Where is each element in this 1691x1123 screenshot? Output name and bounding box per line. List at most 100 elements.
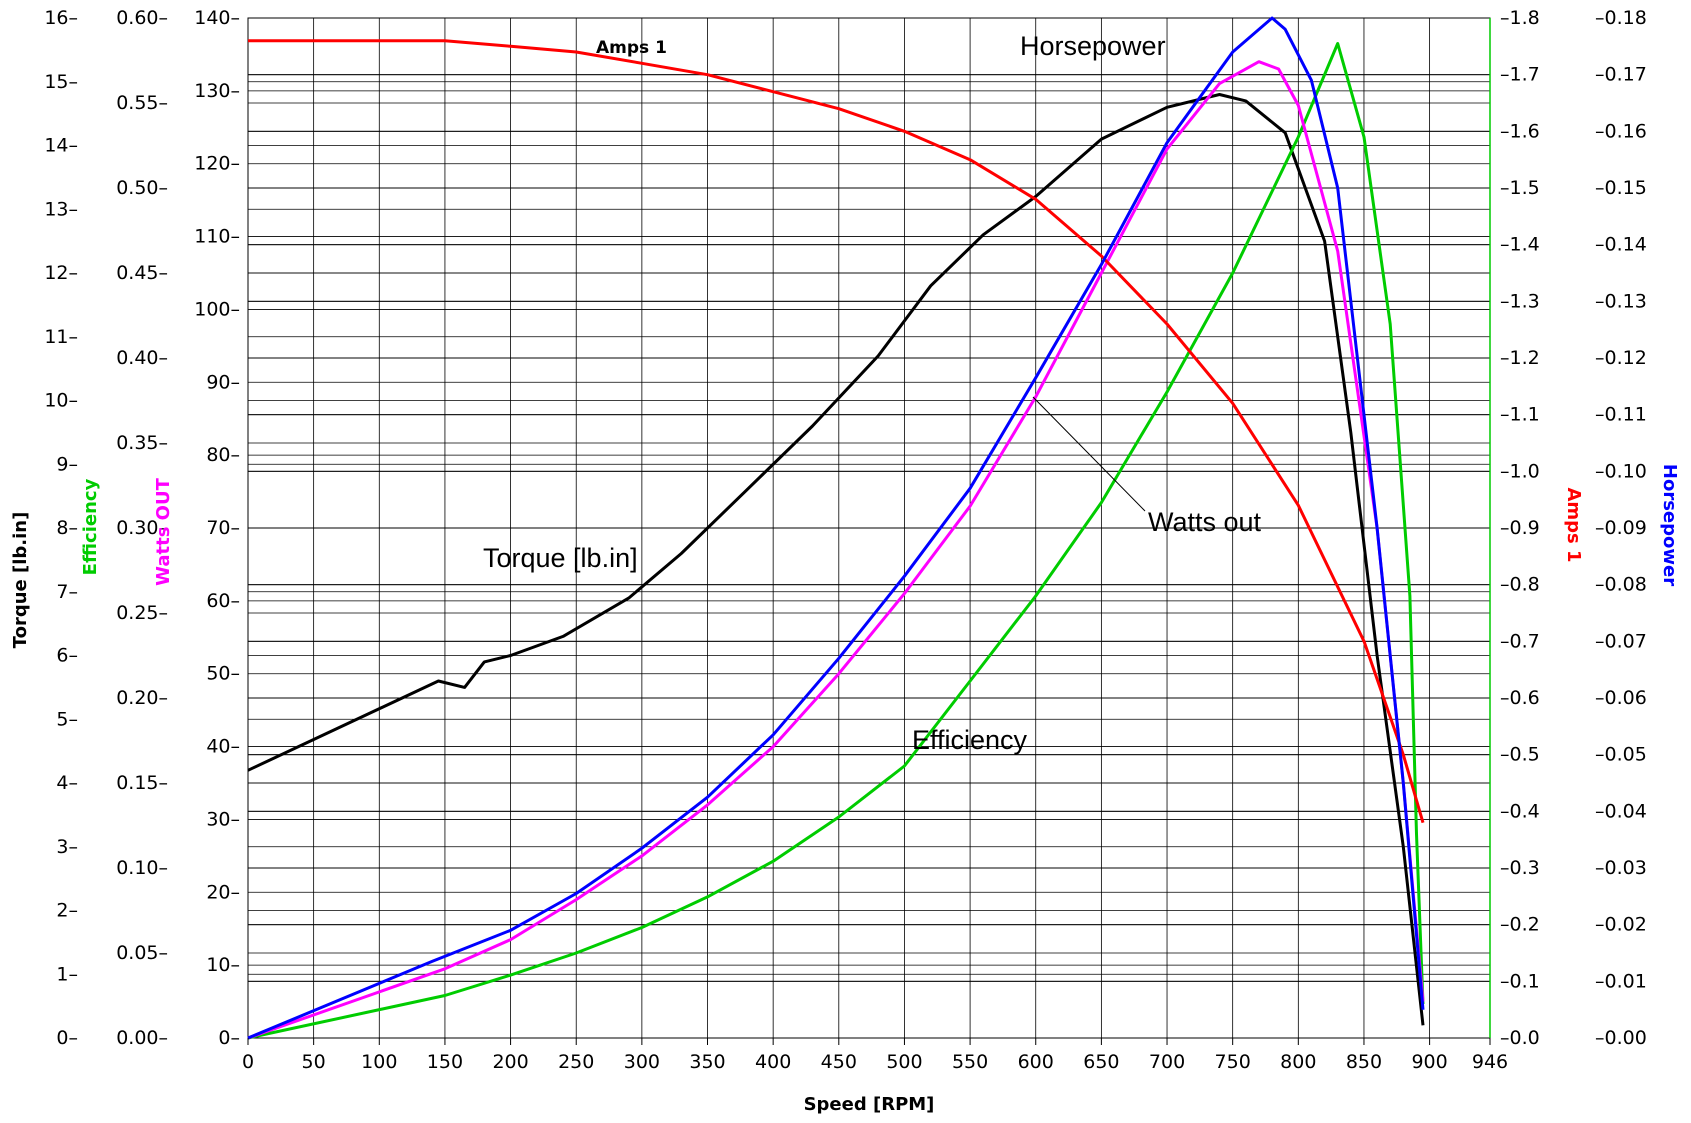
y-tick-label-hp: –0.08: [1595, 574, 1647, 596]
x-axis-title: Speed [RPM]: [804, 1094, 935, 1115]
x-tick-label: 500: [886, 1051, 922, 1073]
y-tick-label-efficiency: 0.60–: [116, 7, 168, 29]
y-tick-label-torque: 3–: [56, 836, 78, 858]
annotation-watts-out: Watts out: [1148, 507, 1262, 537]
y-tick-label-amps: –1.2: [1500, 347, 1540, 369]
x-tick-label: 50: [302, 1051, 326, 1073]
y-tick-label-efficiency: 0.10–: [116, 857, 168, 879]
y-tick-label-watts: 70–: [206, 517, 240, 539]
y-tick-label-hp: –0.16: [1595, 120, 1647, 142]
x-tick-label: 0: [242, 1051, 254, 1073]
y-tick-label-torque: 1–: [56, 963, 78, 985]
x-tick-label: 946: [1472, 1051, 1508, 1073]
series-layer: [247, 16, 1425, 1040]
y-tick-label-efficiency: 0.50–: [116, 177, 168, 199]
y-tick-label-watts: 40–: [206, 736, 240, 758]
y-tick-label-hp: –0.14: [1595, 234, 1647, 256]
y-tick-label-amps: –0.4: [1500, 800, 1540, 822]
y-tick-label-torque: 6–: [56, 645, 78, 667]
y-tick-label-hp: –0.18: [1595, 7, 1647, 29]
y-tick-label-hp: –0.01: [1595, 970, 1647, 992]
y-tick-label-torque: 5–: [56, 708, 78, 730]
x-tick-label: 250: [558, 1051, 594, 1073]
y-tick-label-hp: –0.17: [1595, 64, 1647, 86]
series-line-efficiency: [247, 42, 1425, 1040]
y-tick-label-amps: –1.1: [1500, 404, 1540, 426]
y-tick-label-hp: –0.12: [1595, 347, 1647, 369]
y-tick-label-watts: 60–: [206, 590, 240, 612]
y-tick-label-efficiency: 0.05–: [116, 942, 168, 964]
y-tick-label-torque: 0–: [56, 1027, 78, 1049]
y-tick-label-torque: 4–: [56, 772, 78, 794]
y-axis-title-hp: Horsepower: [1659, 464, 1680, 586]
series-line-torque: [247, 93, 1425, 1026]
series-line-amps: [248, 39, 1425, 824]
y-tick-label-watts: 50–: [206, 663, 240, 685]
y-tick-label-amps: –0.5: [1500, 744, 1540, 766]
y-tick-label-torque: 15–: [44, 71, 78, 93]
annotation-horsepower: Horsepower: [1020, 31, 1166, 61]
y-tick-label-amps: –0.0: [1500, 1027, 1540, 1049]
y-tick-label-amps: –0.8: [1500, 574, 1540, 596]
x-tick-label: 350: [689, 1051, 725, 1073]
y-tick-label-efficiency: 0.35–: [116, 432, 168, 454]
y-tick-label-hp: –0.03: [1595, 857, 1647, 879]
y-tick-label-hp: –0.07: [1595, 630, 1647, 652]
y-tick-label-hp: –0.11: [1595, 404, 1647, 426]
y-tick-label-amps: –1.3: [1500, 290, 1540, 312]
y-tick-label-efficiency: 0.40–: [116, 347, 168, 369]
x-tick-label: 850: [1346, 1051, 1382, 1073]
y-tick-label-amps: –0.1: [1500, 970, 1540, 992]
x-tick-label: 100: [361, 1051, 397, 1073]
y-tick-label-torque: 16–: [44, 7, 78, 29]
y-tick-label-hp: –0.15: [1595, 177, 1647, 199]
annotation-torque: Torque [lb.in]: [483, 543, 638, 573]
y-tick-label-amps: –1.8: [1500, 7, 1540, 29]
y-tick-label-watts: 100–: [194, 298, 240, 320]
axes: 0 50 100 150 200 250 300 350 400 450 500 550 600 650 7…: [10, 7, 1680, 1115]
y-tick-label-watts: 120–: [194, 153, 240, 175]
y-tick-label-amps: –1.4: [1500, 234, 1540, 256]
y-tick-label-watts: 140–: [194, 7, 240, 29]
y-tick-label-torque: 14–: [44, 135, 78, 157]
x-tick-label: 750: [1215, 1051, 1251, 1073]
y-tick-label-torque: 2–: [56, 900, 78, 922]
y-tick-label-watts: 110–: [194, 226, 240, 248]
watts-out-leader-line: [1032, 396, 1146, 512]
x-tick-label: 900: [1411, 1051, 1447, 1073]
y-tick-label-watts: 90–: [206, 371, 240, 393]
y-tick-label-amps: –0.3: [1500, 857, 1540, 879]
y-tick-label-amps: –0.9: [1500, 517, 1540, 539]
y-axis-title-amps: Amps 1: [1563, 487, 1584, 562]
y-tick-label-efficiency: 0.45–: [116, 262, 168, 284]
x-tick-label: 400: [755, 1051, 791, 1073]
annotation-efficiency: Efficiency: [912, 725, 1028, 755]
y-axis-title-watts: Watts OUT: [153, 477, 174, 585]
y-tick-label-hp: –0.09: [1595, 517, 1647, 539]
x-tick-label: 150: [427, 1051, 463, 1073]
x-tick-label: 600: [1018, 1051, 1054, 1073]
y-tick-label-efficiency: 0.20–: [116, 687, 168, 709]
y-tick-label-hp: –0.06: [1595, 687, 1647, 709]
y-tick-label-watts: 130–: [194, 80, 240, 102]
y-tick-label-watts: 20–: [206, 881, 240, 903]
y-tick-label-watts: 80–: [206, 444, 240, 466]
y-tick-label-torque: 10–: [44, 390, 78, 412]
y-tick-label-torque: 13–: [44, 198, 78, 220]
y-tick-label-amps: –0.7: [1500, 630, 1540, 652]
y-tick-label-hp: –0.10: [1595, 460, 1647, 482]
x-tick-label: 650: [1083, 1051, 1119, 1073]
x-tick-label: 800: [1280, 1051, 1316, 1073]
x-tick-label: 550: [952, 1051, 988, 1073]
series-line-watts: [247, 60, 1425, 1040]
y-tick-label-amps: –1.0: [1500, 460, 1540, 482]
annotations: Horsepower Torque [lb.in] Watts out Effi…: [483, 31, 1262, 755]
y-tick-label-watts: 30–: [206, 808, 240, 830]
y-tick-label-efficiency: 0.30–: [116, 517, 168, 539]
y-tick-label-torque: 12–: [44, 262, 78, 284]
y-tick-label-torque: 7–: [56, 581, 78, 603]
x-tick-label: 200: [492, 1051, 528, 1073]
y-tick-label-hp: –0.00: [1595, 1027, 1647, 1049]
y-tick-label-amps: –0.2: [1500, 914, 1540, 936]
